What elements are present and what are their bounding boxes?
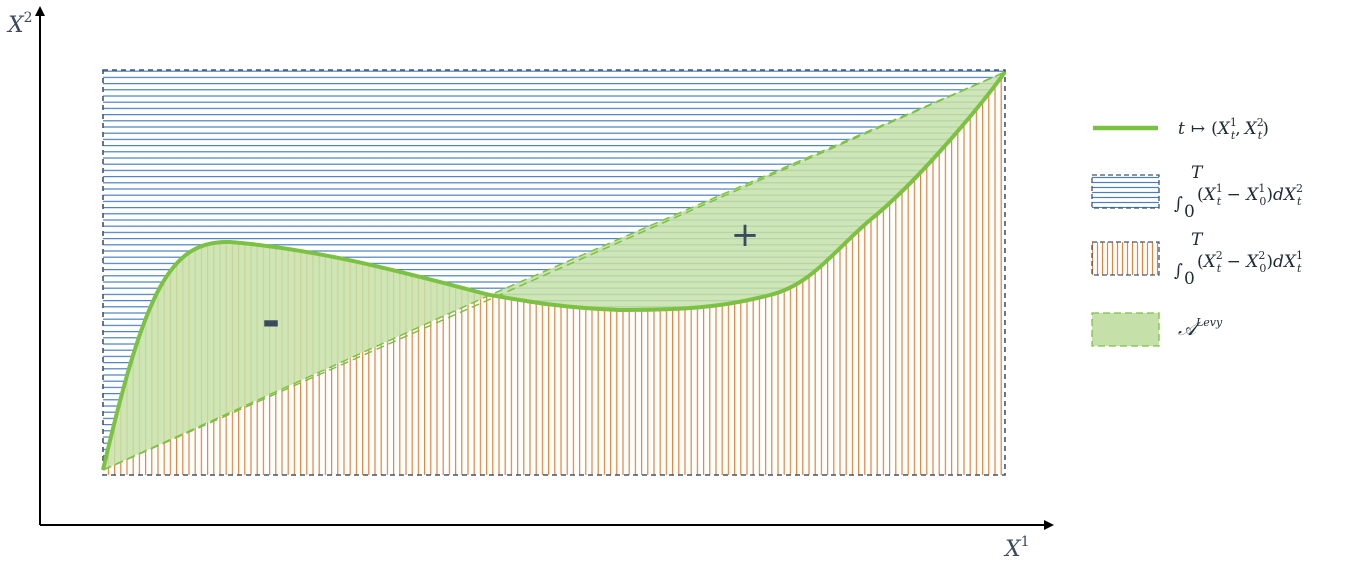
legend-item-integral-1: ∫ T 0 (X1 t − X1 0)dX2 t xyxy=(1091,163,1303,222)
bounding-frame xyxy=(102,69,1006,476)
orange-hatched-region xyxy=(103,72,1005,475)
minus-sign: - xyxy=(262,296,280,347)
legend-item-integral-2: ∫ T 0 (X2 t − X2 0)dX1 t xyxy=(1091,230,1303,289)
chord-line xyxy=(102,71,1006,471)
legend-integral-sign-1: ∫ xyxy=(1174,194,1183,214)
legend-integral-sign-2: ∫ xyxy=(1174,261,1183,281)
x-axis-label: X1 xyxy=(1003,534,1030,562)
legend-label-path: t ↦ (X1 t, X2 t) xyxy=(1178,116,1269,142)
legend-label-integral-2: (X2 t − X2 0)dX1 t xyxy=(1197,249,1303,275)
legend-item-levy: 𝒜Levy xyxy=(1091,312,1223,347)
legend: t ↦ (X1 t, X2 t) ∫ T 0 (X1 t − X1 0)dX2 t ∫ T 0 … xyxy=(1091,116,1303,347)
path-curve xyxy=(101,70,1007,471)
y-axis-label: X2 xyxy=(6,10,33,38)
legend-label-levy: 𝒜Levy xyxy=(1178,316,1223,340)
legend-integral-lower-1: 0 xyxy=(1184,202,1195,222)
legend-item-path: t ↦ (X1 t, X2 t) xyxy=(1093,116,1269,142)
legend-label-integral-1: (X1 t − X1 0)dX2 t xyxy=(1197,182,1303,208)
legend-swatch-orange-hatch xyxy=(1091,241,1160,276)
legend-integral-upper-2: T xyxy=(1191,230,1204,250)
legend-integral-lower-2: 0 xyxy=(1184,269,1195,289)
legend-swatch-blue-hatch xyxy=(1091,174,1160,209)
plus-sign: + xyxy=(731,215,760,255)
legend-swatch-green xyxy=(1091,312,1160,347)
legend-integral-upper-1: T xyxy=(1191,163,1204,183)
